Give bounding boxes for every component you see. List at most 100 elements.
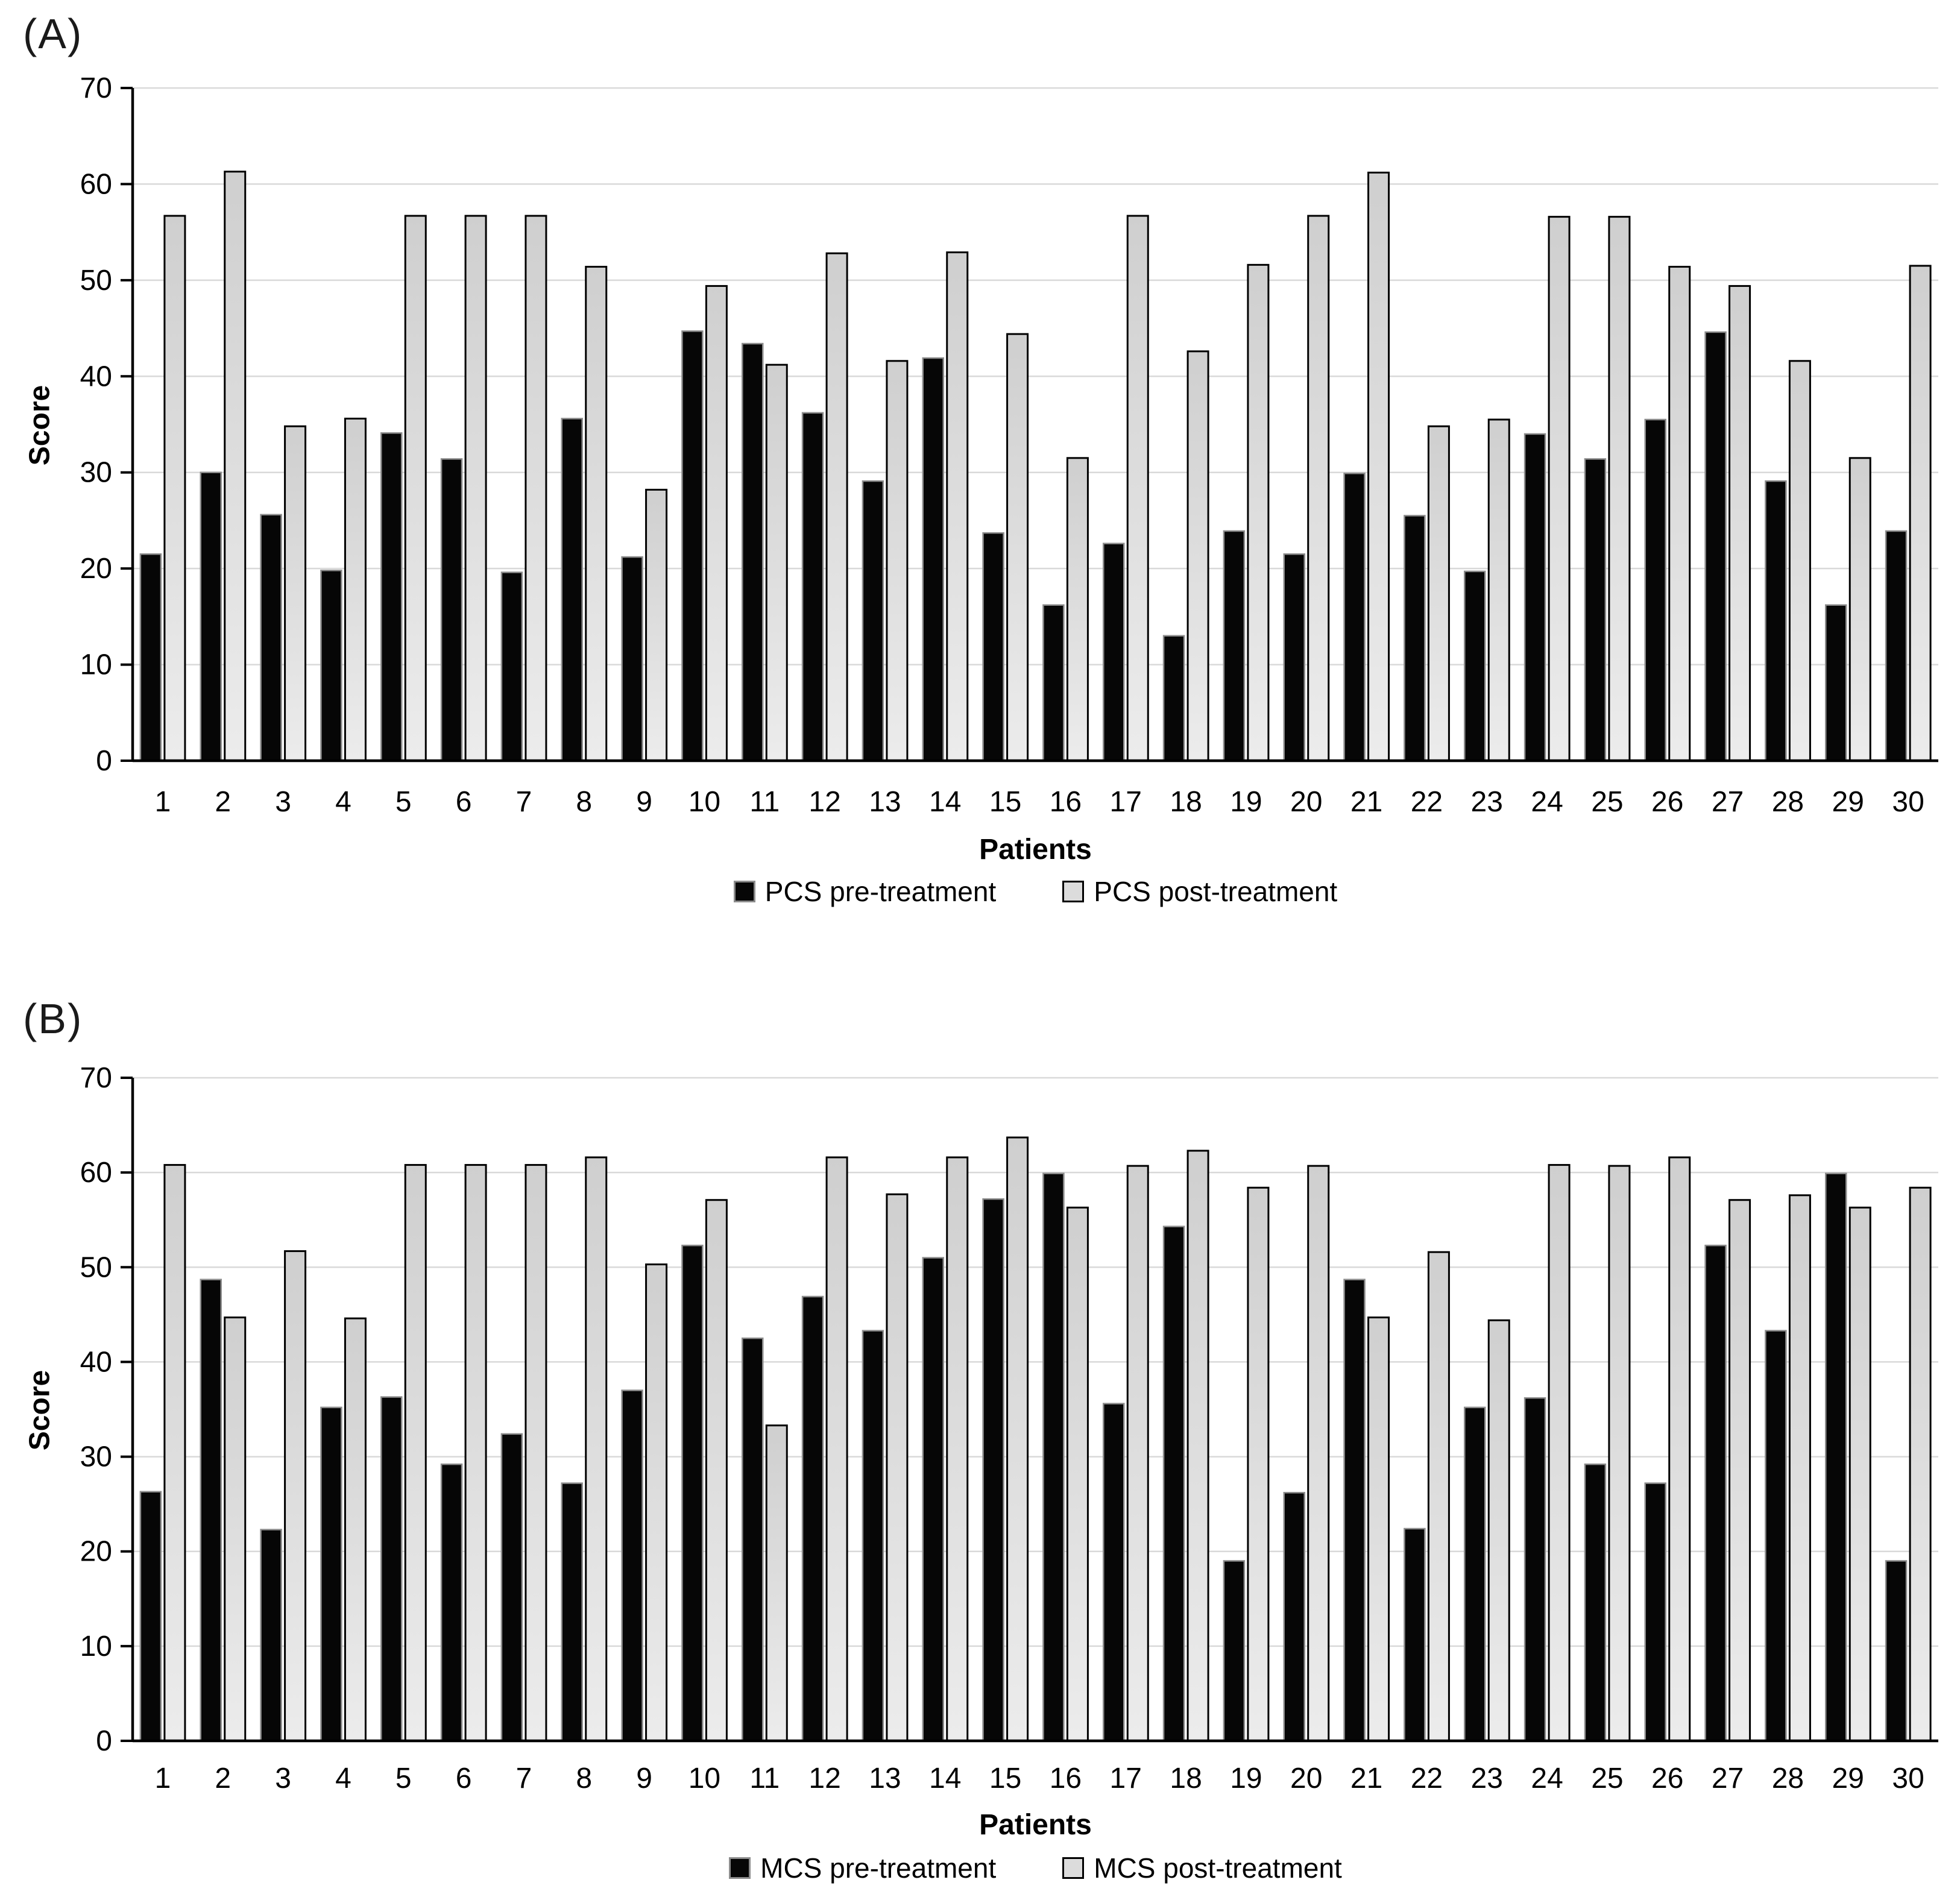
x-tick-label: 6: [456, 1763, 472, 1794]
bar-post-patient-2: [224, 1316, 247, 1742]
bar-post-patient-10: [705, 1199, 728, 1742]
bar-pre-patient-1: [139, 1491, 162, 1742]
x-tick-label: 22: [1411, 1763, 1443, 1794]
bar-pre-patient-25: [1584, 458, 1607, 762]
bar-pre-patient-18: [1162, 635, 1185, 762]
bar-post-patient-4: [344, 417, 367, 762]
x-tick-label: 25: [1591, 786, 1623, 818]
bar-post-patient-2: [224, 171, 247, 762]
bar-pre-patient-1: [139, 553, 162, 762]
bar-post-patient-10: [705, 285, 728, 762]
y-tick-label: 70: [80, 72, 112, 104]
bar-pre-patient-15: [982, 532, 1004, 762]
bar-post-patient-26: [1668, 1156, 1691, 1742]
bar-post-patient-25: [1608, 216, 1631, 762]
post-treatment-swatch-icon: [1062, 1857, 1085, 1879]
bar-post-patient-20: [1307, 215, 1330, 762]
bar-post-patient-26: [1668, 266, 1691, 762]
legend-item-label: PCS post-treatment: [1094, 876, 1338, 907]
bar-pre-patient-20: [1283, 1492, 1305, 1742]
x-tick-label: 10: [689, 1763, 720, 1794]
bar-post-patient-6: [464, 1164, 487, 1742]
x-tick-label: 18: [1170, 1763, 1202, 1794]
bar-post-patient-13: [886, 360, 909, 762]
panel-b-legend: MCS pre-treatment MCS post-treatment: [133, 1852, 1938, 1884]
x-tick-label: 8: [576, 1763, 592, 1794]
x-tick-label: 18: [1170, 786, 1202, 818]
x-tick-label: 4: [335, 786, 351, 818]
panel-a-label: (A): [23, 10, 83, 57]
bar-pre-patient-12: [801, 1295, 824, 1742]
bar-post-patient-15: [1006, 1136, 1029, 1742]
bar-post-patient-18: [1186, 1150, 1209, 1742]
bar-pre-patient-3: [260, 514, 282, 762]
x-tick-label: 21: [1350, 1763, 1382, 1794]
bar-post-patient-28: [1788, 360, 1811, 762]
x-tick-label: 25: [1591, 1763, 1623, 1794]
y-tick-label: 50: [80, 1251, 112, 1283]
bar-pre-patient-6: [440, 458, 463, 762]
bar-pre-patient-29: [1825, 1172, 1847, 1742]
bar-post-patient-19: [1247, 263, 1270, 762]
x-tick-label: 21: [1350, 786, 1382, 818]
bar-pre-patient-9: [621, 556, 643, 762]
bar-pre-patient-17: [1103, 543, 1125, 762]
x-tick-label: 17: [1110, 786, 1142, 818]
pre-treatment-swatch-icon: [733, 881, 755, 902]
x-tick-label: 24: [1531, 1763, 1563, 1794]
bar-post-patient-18: [1186, 350, 1209, 762]
bar-post-patient-9: [645, 488, 668, 762]
x-tick-label: 20: [1290, 786, 1322, 818]
bar-pre-patient-21: [1343, 1279, 1366, 1742]
bar-pre-patient-11: [742, 342, 764, 762]
bar-pre-patient-26: [1644, 418, 1666, 762]
bar-pre-patient-8: [561, 418, 583, 762]
x-tick-label: 23: [1471, 1763, 1503, 1794]
bar-pre-patient-24: [1524, 1397, 1546, 1742]
x-tick-label: 11: [749, 786, 780, 818]
x-tick-label: 28: [1772, 1763, 1804, 1794]
x-tick-label: 30: [1892, 786, 1924, 818]
y-tick-label: 20: [80, 1536, 112, 1568]
x-tick-label: 4: [335, 1763, 351, 1794]
bar-post-patient-4: [344, 1317, 367, 1742]
bar-pre-patient-19: [1223, 530, 1246, 762]
panel-a-legend: PCS pre-treatment PCS post-treatment: [133, 875, 1938, 908]
x-tick-label: 12: [808, 1763, 840, 1794]
bar-pre-patient-16: [1042, 1172, 1065, 1742]
x-tick-label: 15: [989, 786, 1021, 818]
bar-post-patient-29: [1848, 457, 1871, 762]
x-tick-label: 22: [1411, 786, 1443, 818]
y-tick-label: 30: [80, 1441, 112, 1473]
y-tick-label: 60: [80, 1157, 112, 1189]
bar-pre-patient-10: [681, 330, 704, 762]
bar-post-patient-21: [1367, 1316, 1390, 1742]
x-tick-label: 27: [1712, 1763, 1744, 1794]
x-tick-label: 5: [395, 786, 412, 818]
y-tick-label: 20: [80, 553, 112, 585]
bar-pre-patient-13: [862, 1330, 884, 1742]
bar-pre-patient-14: [922, 357, 944, 762]
x-tick-label: 13: [869, 786, 901, 818]
bar-pre-patient-5: [380, 432, 403, 762]
bar-pre-patient-4: [320, 1406, 342, 1742]
bar-post-patient-17: [1126, 1165, 1149, 1742]
bar-pre-patient-10: [681, 1244, 704, 1742]
x-tick-label: 15: [989, 1763, 1021, 1794]
bar-pre-patient-18: [1162, 1225, 1185, 1742]
bar-post-patient-7: [525, 1164, 547, 1742]
bar-post-patient-6: [464, 215, 487, 762]
bar-pre-patient-23: [1464, 1406, 1486, 1742]
x-tick-label: 16: [1050, 786, 1082, 818]
y-tick-label: 70: [80, 1062, 112, 1094]
legend-item-label: PCS pre-treatment: [764, 876, 997, 907]
bar-pre-patient-22: [1404, 515, 1426, 762]
x-tick-label: 9: [636, 1763, 652, 1794]
bar-pre-patient-2: [200, 1279, 222, 1742]
legend-item: PCS pre-treatment: [733, 875, 997, 908]
x-tick-label: 27: [1712, 786, 1744, 818]
y-tick-label: 10: [80, 649, 112, 681]
